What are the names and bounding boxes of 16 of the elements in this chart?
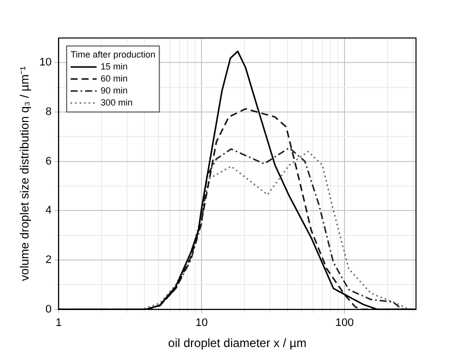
y-tick-label: 4 [46, 204, 52, 217]
legend-label: 300 min [100, 97, 133, 108]
y-tick-label: 10 [39, 56, 52, 69]
y-tick-label: 2 [46, 254, 52, 266]
x-tick-label: 100 [335, 317, 354, 330]
legend-label: 15 min [100, 61, 128, 72]
x-tick-label: 10 [195, 317, 208, 330]
y-tick-label: 0 [46, 303, 52, 316]
legend-label: 90 min [100, 85, 128, 96]
y-tick-label: 8 [46, 106, 52, 118]
legend-title: Time after production [70, 49, 156, 60]
y-axis-title: volume droplet size distribution q₃ / µm⁻¹ [18, 66, 32, 281]
x-axis-title: oil droplet diameter x / µm [168, 336, 306, 350]
legend-label: 60 min [100, 73, 128, 84]
x-tick-label: 1 [56, 317, 62, 330]
y-tick-label: 6 [46, 155, 52, 168]
